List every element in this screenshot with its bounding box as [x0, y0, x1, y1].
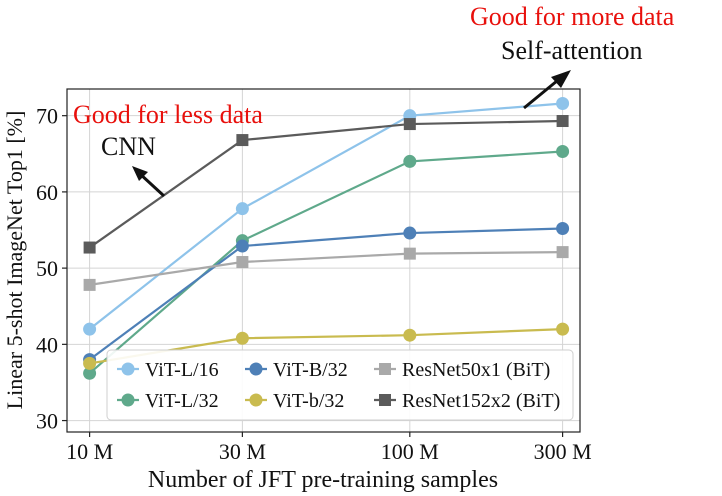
data-point: [83, 241, 96, 254]
data-point: [83, 356, 97, 370]
legend-swatch-marker: [121, 362, 135, 376]
data-point: [236, 256, 249, 269]
series-line: [89, 251, 563, 286]
self-attention-arrow-head: [551, 70, 571, 88]
legend-box: [106, 349, 574, 421]
legend-item: ResNet152x2 (BiT): [374, 390, 560, 412]
data-point: [235, 331, 249, 345]
data-point: [83, 322, 97, 336]
legend-item: ViT-B/32: [245, 359, 348, 381]
legend-label: ViT-B/32: [273, 359, 348, 381]
data-point: [83, 278, 96, 291]
series-resnet50x1-bit: [83, 246, 569, 291]
legend: ViT-L/16 ViT-L/32 ViT-B/32 ViT-b/32 ResNet50…: [106, 349, 574, 421]
y-tick-label: 40: [36, 332, 58, 357]
axis-ticks: 30 40 50 60 70 10 M 30 M 100 M 300 M: [36, 104, 592, 464]
y-tick-label: 70: [36, 104, 58, 129]
x-tick-label: 30 M: [219, 439, 266, 464]
legend-label: ResNet152x2 (BiT): [402, 390, 560, 412]
data-point: [556, 322, 570, 336]
x-tick-label: 100 M: [381, 439, 439, 464]
data-point: [236, 134, 249, 147]
data-point: [403, 226, 417, 240]
data-point: [403, 247, 416, 260]
series-line: [88, 119, 563, 249]
legend-swatch-marker: [379, 363, 391, 375]
data-point: [556, 246, 569, 259]
series-line: [88, 150, 563, 375]
legend-swatch-marker: [379, 394, 391, 406]
data-point: [235, 239, 249, 253]
x-tick-label: 10 M: [66, 439, 113, 464]
series-layer: [83, 96, 570, 380]
data-point: [235, 202, 249, 216]
annotation-cnn: CNN: [101, 132, 156, 161]
series-vit-l-16: [83, 96, 570, 336]
data-point: [556, 221, 570, 235]
data-point: [83, 366, 97, 380]
y-axis-label: Linear 5-shot ImageNet Top1 [%]: [2, 111, 27, 410]
plot-area-frame: [66, 88, 581, 433]
data-point: [556, 145, 570, 159]
legend-swatch-marker: [249, 362, 263, 376]
annotation-good-for-less-data: Good for less data: [73, 100, 263, 129]
annotations: Good for more data Self-attention Good f…: [73, 2, 675, 198]
y-tick-label: 50: [36, 256, 58, 281]
legend-swatch-marker: [121, 393, 135, 407]
y-tick-label: 60: [36, 180, 58, 205]
cnn-arrow-head: [132, 166, 148, 181]
data-point: [556, 96, 570, 110]
x-tick-label: 300 M: [534, 439, 592, 464]
data-point: [403, 328, 417, 342]
legend-swatch-marker: [249, 393, 263, 407]
annotation-self-attention: Self-attention: [501, 36, 643, 65]
series-line: [88, 227, 563, 361]
legend-label: ResNet50x1 (BiT): [402, 359, 550, 381]
data-point: [556, 115, 569, 128]
legend-label: ViT-L/32: [145, 390, 219, 412]
legend-item: ViT-L/16: [117, 359, 219, 381]
y-tick-label: 30: [36, 409, 58, 434]
data-point: [403, 118, 416, 131]
series-vit-l-32: [83, 145, 570, 380]
series-resnet152x2-bit: [83, 115, 569, 254]
x-axis-label: Number of JFT pre-training samples: [148, 467, 498, 493]
legend-item: ViT-b/32: [245, 390, 344, 412]
data-point: [403, 154, 417, 168]
legend-item: ResNet50x1 (BiT): [374, 359, 550, 381]
series-line: [88, 102, 563, 330]
legend-item: ViT-L/32: [117, 390, 219, 412]
annotation-good-for-more-data: Good for more data: [470, 2, 675, 31]
legend-label: ViT-b/32: [273, 390, 344, 412]
legend-label: ViT-L/16: [145, 359, 219, 381]
grid: [67, 89, 580, 432]
